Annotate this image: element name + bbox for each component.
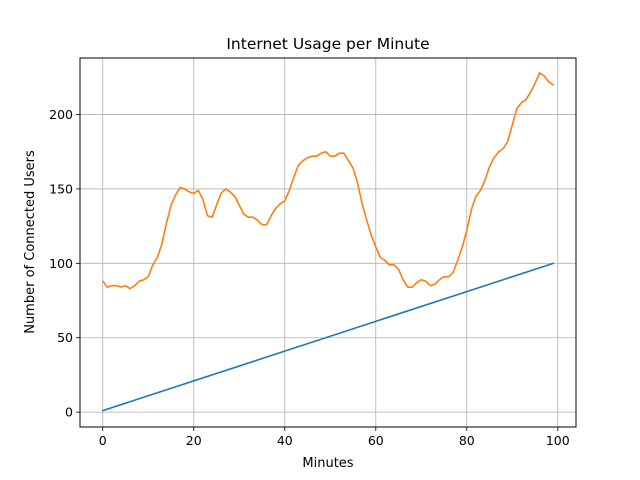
y-tick-label: 50	[57, 330, 73, 345]
grid	[80, 58, 576, 427]
series-line-2	[101, 72, 555, 290]
plot-frame	[79, 57, 577, 428]
x-tick-label: 100	[546, 433, 570, 448]
y-tick-label: 100	[49, 256, 73, 271]
chart-title: Internet Usage per Minute	[226, 35, 429, 53]
y-tick-label: 200	[49, 107, 73, 122]
x-tick-label: 60	[368, 433, 384, 448]
x-axis-label: Minutes	[302, 456, 353, 471]
axis-ticks: 0 20 40 60 80 100 0 50 100 150 200	[49, 107, 570, 448]
data-series	[101, 72, 555, 412]
y-tick-label: 150	[49, 181, 73, 196]
x-tick-label: 0	[99, 433, 107, 448]
x-tick-label: 80	[459, 433, 475, 448]
x-tick-label: 40	[277, 433, 293, 448]
y-axis-label: Number of Connected Users	[23, 150, 38, 334]
x-tick-label: 20	[186, 433, 202, 448]
y-tick-label: 0	[65, 405, 73, 420]
series-line-1	[101, 262, 555, 412]
